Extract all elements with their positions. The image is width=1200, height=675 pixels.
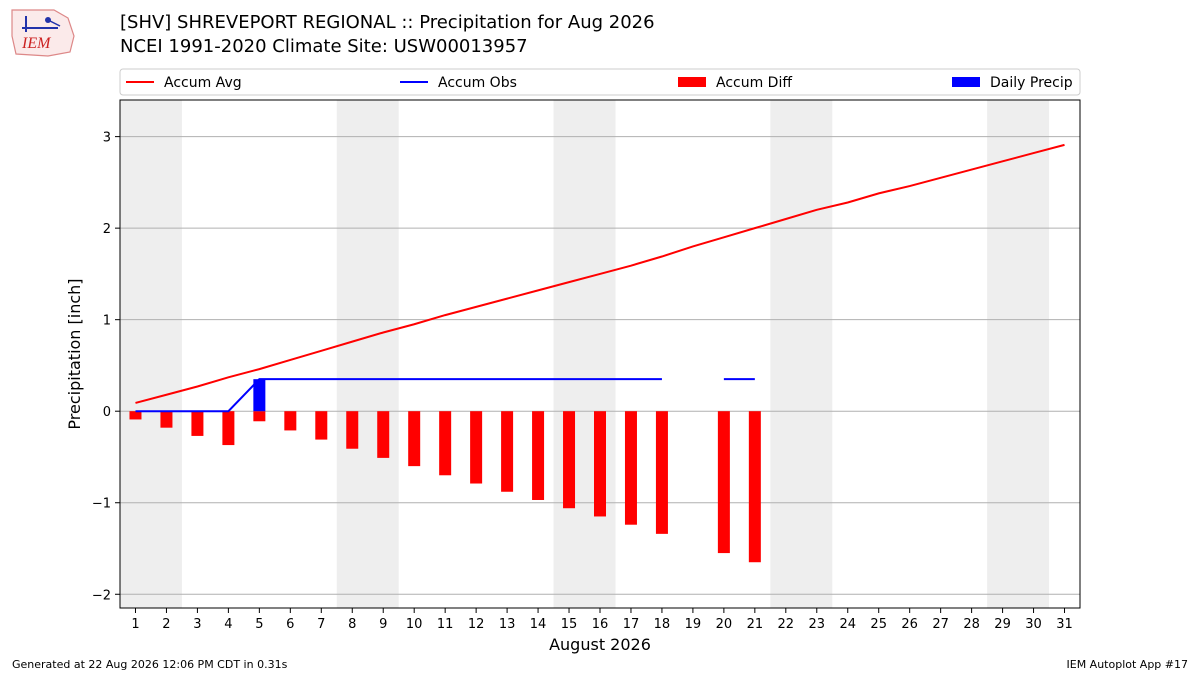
legend-swatch — [952, 77, 980, 87]
weekend-shade — [120, 100, 182, 608]
x-tick-label: 11 — [437, 617, 454, 632]
accum-diff-bar — [655, 411, 668, 534]
y-axis-label: Precipitation [inch] — [65, 278, 84, 429]
daily-precip-bar — [253, 379, 266, 412]
accum-diff-bar — [253, 411, 266, 422]
accum-avg-line — [135, 143, 1065, 404]
x-tick-label: 13 — [499, 617, 516, 632]
accum-diff-bar — [284, 411, 297, 431]
y-tick-label: 2 — [103, 222, 111, 237]
accum-diff-bar — [222, 411, 235, 446]
accum-diff-bar — [594, 411, 606, 517]
accum-obs-line — [135, 378, 662, 413]
x-tick-label: 21 — [747, 617, 764, 632]
app-credit: IEM Autoplot App #17 — [1066, 658, 1189, 671]
x-axis-label: August 2026 — [549, 635, 651, 654]
legend-label: Daily Precip — [990, 75, 1073, 91]
x-tick-label: 30 — [1025, 617, 1042, 632]
weekend-shade — [770, 100, 833, 608]
x-tick-label: 22 — [778, 617, 795, 632]
x-tick-label: 23 — [809, 617, 826, 632]
accum-diff-bar — [439, 411, 452, 476]
x-tick-label: 6 — [286, 617, 294, 632]
y-tick-label: 0 — [103, 405, 111, 420]
chart-title: [SHV] SHREVEPORT REGIONAL :: Precipitati… — [120, 12, 655, 33]
accum-diff-bar — [315, 411, 328, 440]
accum-diff-bar — [532, 411, 545, 500]
x-tick-label: 4 — [224, 617, 232, 632]
accum-diff-bar — [563, 411, 576, 509]
svg-text:IEM: IEM — [21, 35, 52, 52]
x-tick-label: 2 — [162, 617, 170, 632]
legend-label: Accum Obs — [438, 75, 517, 91]
legend-label: Accum Diff — [716, 75, 792, 91]
x-tick-label: 9 — [379, 617, 387, 632]
chart-subtitle: NCEI 1991-2020 Climate Site: USW00013957 — [120, 36, 528, 57]
accum-diff-bar — [191, 411, 204, 436]
accum-diff-bar — [129, 411, 142, 420]
accum-diff-bar — [408, 411, 421, 467]
x-tick-label: 24 — [839, 617, 856, 632]
x-tick-label: 18 — [654, 617, 671, 632]
accum-diff-bar — [624, 411, 637, 525]
x-tick-label: 27 — [932, 617, 949, 632]
weekend-shade — [553, 100, 616, 608]
x-tick-label: 16 — [592, 617, 609, 632]
legend-label: Accum Avg — [164, 75, 242, 91]
accum-diff-bar — [501, 411, 514, 492]
y-tick-label: 3 — [103, 131, 111, 146]
x-tick-label: 31 — [1056, 617, 1073, 632]
y-tick-label: −2 — [92, 588, 111, 603]
y-tick-label: −1 — [92, 497, 111, 512]
x-tick-label: 17 — [623, 617, 640, 632]
x-tick-label: 26 — [901, 617, 918, 632]
accum-diff-bar — [717, 411, 730, 554]
accum-diff-bar — [160, 411, 173, 428]
x-tick-label: 25 — [870, 617, 887, 632]
legend-swatch — [678, 77, 706, 87]
x-tick-label: 14 — [530, 617, 547, 632]
x-tick-label: 20 — [716, 617, 733, 632]
y-tick-label: 1 — [103, 314, 111, 329]
x-tick-label: 28 — [963, 617, 980, 632]
weekend-shade — [987, 100, 1050, 608]
accum-diff-bar — [346, 411, 359, 449]
x-tick-label: 12 — [468, 617, 485, 632]
weekend-shade — [336, 100, 399, 608]
x-tick-label: 19 — [685, 617, 702, 632]
accum-diff-bar — [377, 411, 390, 458]
iem-logo: IEM — [8, 6, 80, 58]
x-tick-label: 7 — [317, 617, 325, 632]
x-tick-label: 10 — [406, 617, 423, 632]
accum-diff-bar — [470, 411, 483, 484]
x-tick-label: 3 — [193, 617, 201, 632]
generated-timestamp: Generated at 22 Aug 2026 12:06 PM CDT in… — [12, 658, 288, 671]
x-tick-label: 5 — [255, 617, 263, 632]
x-tick-label: 1 — [131, 617, 139, 632]
accum-diff-bar — [748, 411, 761, 563]
legend-box — [119, 68, 1081, 96]
x-tick-label: 15 — [561, 617, 578, 632]
x-tick-label: 8 — [348, 617, 356, 632]
x-tick-label: 29 — [994, 617, 1011, 632]
